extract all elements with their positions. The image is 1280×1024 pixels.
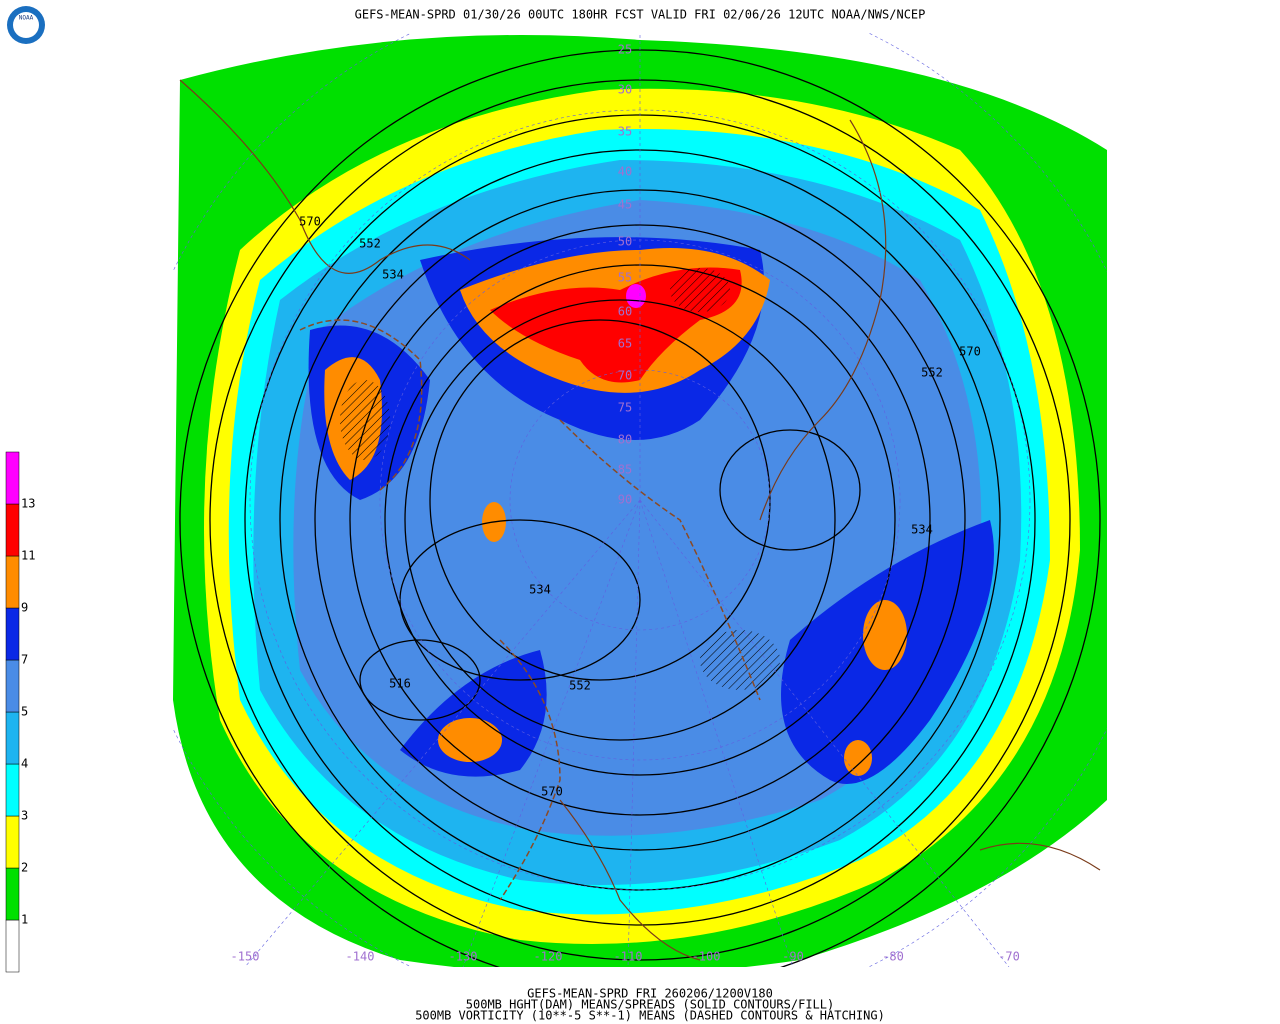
- longitude-label: -140: [346, 950, 375, 964]
- latitude-label: 70: [618, 369, 632, 383]
- latitude-label: 50: [618, 235, 632, 249]
- map: 25 30 35 40 45 50 55 60 65 70 75 80 85 90 -150 -140 -130…: [173, 33, 1107, 967]
- longitude-label: -150: [231, 950, 260, 964]
- latitude-label: 25: [618, 43, 632, 57]
- longitude-label: -80: [882, 950, 904, 964]
- colorbar: 1 2 3 4 5 7 9 11 13: [5, 451, 35, 973]
- spread-orange-4: [438, 718, 502, 762]
- latitude-label: 60: [618, 305, 632, 319]
- latitude-label: 30: [618, 83, 632, 97]
- colorbar-swatch: [5, 763, 20, 817]
- vorticity-hatch-2: [340, 380, 390, 460]
- colorbar-swatch: [5, 503, 20, 557]
- colorbar-swatch: [5, 815, 20, 869]
- footer-line: 500MB HGHT(DAM) MEANS/SPREADS (SOLID CON…: [466, 998, 834, 1012]
- latitude-label: 45: [618, 198, 632, 212]
- contour-label: 534: [529, 583, 551, 597]
- latitude-label: 35: [618, 125, 632, 139]
- colorbar-label: 5: [21, 705, 28, 719]
- contour-label: 570: [959, 345, 981, 359]
- logo-text: NOAA: [19, 15, 34, 22]
- latitude-label: 85: [618, 463, 632, 477]
- colorbar-swatch: [5, 555, 20, 609]
- colorbar-label: 7: [21, 653, 28, 667]
- coastlines: [179, 79, 1101, 961]
- longitude-label: -110: [614, 950, 643, 964]
- logo-inner: [13, 12, 39, 38]
- footer-line: GEFS-MEAN-SPRD FRI 260206/1200V180: [527, 987, 773, 1001]
- latitude-label: 65: [618, 337, 632, 351]
- colorbar-label: 1: [21, 913, 28, 927]
- longitude-label: -100: [692, 950, 721, 964]
- contour-label: 534: [382, 268, 404, 282]
- colorbar-swatch: [5, 451, 20, 505]
- latitude-label: 55: [618, 271, 632, 285]
- spread-orange-5: [844, 740, 872, 776]
- contour-label: 552: [359, 237, 381, 251]
- contour-label: 534: [911, 523, 933, 537]
- latitude-label: 75: [618, 401, 632, 415]
- colorbar-swatch: [5, 659, 20, 713]
- graticule: [173, 33, 1107, 967]
- colorbar-label: 3: [21, 809, 28, 823]
- longitude-label: -90: [782, 950, 804, 964]
- longitude-label: -120: [534, 950, 563, 964]
- vorticity-contours: [299, 319, 761, 901]
- contour-label: 552: [921, 366, 943, 380]
- colorbar-swatch: [5, 607, 20, 661]
- latitude-label: 40: [618, 165, 632, 179]
- latitude-label: 90: [618, 493, 632, 507]
- footer-line: 500MB VORTICITY (10**-5 S**-1) MEANS (DA…: [415, 1009, 885, 1023]
- colorbar-label: 9: [21, 601, 28, 615]
- footer: GEFS-MEAN-SPRD FRI 260206/1200V180500MB …: [415, 987, 885, 1023]
- contour-label: 516: [389, 677, 411, 691]
- colorbar-label: 4: [21, 757, 28, 771]
- contour-label: 570: [541, 785, 563, 799]
- colorbar-label: 13: [21, 497, 35, 511]
- colorbar-label: 2: [21, 861, 28, 875]
- colorbar-swatch: [5, 711, 20, 765]
- vorticity-hatch-3: [700, 630, 780, 690]
- contour-label: 552: [569, 679, 591, 693]
- colorbar-swatch: [5, 919, 20, 973]
- title: GEFS-MEAN-SPRD 01/30/26 00UTC 180HR FCST…: [355, 8, 926, 22]
- contour-label: 570: [299, 215, 321, 229]
- longitude-label: -130: [449, 950, 478, 964]
- vorticity-hatch-1: [670, 268, 730, 312]
- spread-magenta: [626, 284, 646, 308]
- latitude-label: 80: [618, 433, 632, 447]
- colorbar-label: 11: [21, 549, 35, 563]
- colorbar-swatch: [5, 867, 20, 921]
- longitude-label: -70: [998, 950, 1020, 964]
- spread-orange-3: [863, 600, 907, 670]
